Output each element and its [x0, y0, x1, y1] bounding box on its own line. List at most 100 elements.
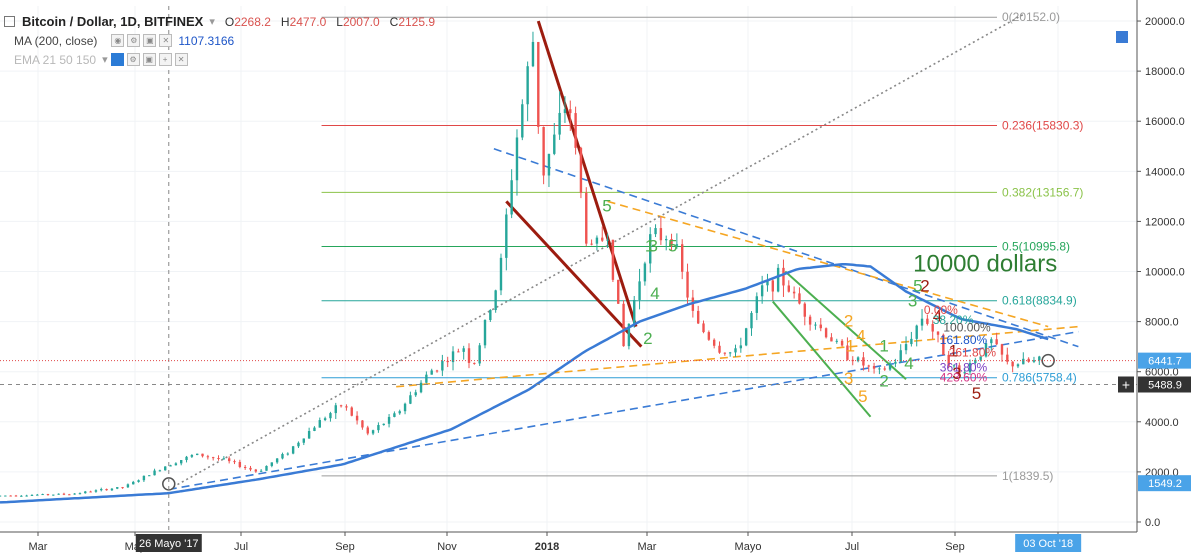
x-tick-label: Sep — [335, 541, 355, 553]
candle-body — [339, 405, 343, 407]
trend-line — [396, 325, 1079, 388]
candle-body — [222, 458, 226, 460]
candle-body — [899, 350, 902, 362]
elliott-wave-label: 5 — [913, 277, 922, 296]
candle-body — [872, 366, 876, 369]
chevron-down-icon[interactable]: ▾ — [209, 16, 215, 28]
candle-body — [990, 339, 993, 344]
source-icon[interactable]: ▣ — [142, 53, 156, 66]
source-icon[interactable]: ▣ — [143, 34, 157, 47]
candle-body — [329, 413, 332, 419]
candle-body — [1032, 360, 1036, 362]
candle-body — [52, 494, 55, 496]
candle-body — [158, 470, 162, 472]
candle-body — [611, 239, 615, 280]
eye-icon[interactable] — [110, 53, 124, 66]
candle-body — [217, 458, 220, 460]
candle-body — [606, 239, 609, 241]
fib-extension-label: 361.80% — [940, 361, 988, 375]
ohlc-close-value: 2125.9 — [398, 14, 436, 29]
candle-body — [105, 489, 108, 491]
candle-body — [862, 357, 865, 366]
collapse-icon[interactable] — [4, 16, 15, 27]
candle-body — [531, 41, 535, 67]
settings-icon[interactable]: ⚙ — [126, 53, 140, 66]
y-tick-label: 12000.0 — [1145, 216, 1185, 228]
eye-icon[interactable]: ◉ — [111, 34, 125, 47]
time-scale-badge — [1015, 534, 1082, 552]
price-scale-badge-label: 1549.2 — [1148, 478, 1182, 490]
chevron-down-icon[interactable]: ▾ — [102, 54, 108, 66]
marker-circle — [1041, 353, 1055, 368]
y-tick-label: 6000.0 — [1145, 367, 1179, 379]
candle-body — [180, 460, 183, 464]
candle-body — [510, 180, 513, 215]
candle-body — [1000, 344, 1004, 355]
elliott-wave-label: 5 — [602, 196, 611, 215]
fib-extension-label: 0.00% — [924, 303, 958, 317]
ma-indicator-name[interactable]: MA (200, close) — [14, 33, 98, 48]
candle-body — [563, 109, 567, 113]
elliott-wave-label: 5 — [972, 384, 981, 403]
candle-body — [259, 470, 263, 472]
fib-level-label: 0.382(13156.7) — [1002, 185, 1083, 199]
fib-extension-label: 100.00% — [943, 321, 991, 335]
candle-body — [808, 316, 812, 325]
candle-body — [169, 465, 172, 467]
candle-body — [819, 324, 822, 329]
candle-body — [446, 360, 449, 363]
elliott-wave-label: 5 — [858, 387, 867, 406]
candle-body — [712, 339, 716, 346]
ema-indicator-name[interactable]: EMA 21 50 150 — [14, 52, 97, 67]
candle-body — [30, 494, 34, 496]
grid-lines — [0, 6, 1137, 532]
candle-body — [979, 356, 982, 360]
candle-body — [291, 446, 295, 454]
y-tick-label: 14000.0 — [1145, 166, 1185, 178]
candle-body — [883, 368, 886, 370]
trend-line — [784, 270, 907, 380]
candle-body — [398, 411, 401, 414]
candle-body — [579, 147, 583, 193]
candle-body — [718, 345, 721, 353]
x-tick-label: Jul — [845, 541, 859, 553]
candle-body — [665, 238, 668, 241]
candle-body — [739, 345, 743, 349]
legend-ma-row: MA (200, close) ◉ ⚙ ▣ ✕ 1107.3166 — [4, 31, 435, 50]
candle-body — [766, 280, 769, 286]
symbol-title[interactable]: Bitcoin / Dollar, 1D, BITFINEX — [22, 14, 204, 29]
add-alert-button[interactable] — [1118, 376, 1134, 393]
candle-body — [830, 337, 833, 342]
scale-menu-icon[interactable] — [1116, 31, 1128, 43]
crosshair — [0, 6, 1137, 532]
candle-body — [782, 267, 785, 286]
candle-body — [995, 339, 998, 345]
candle-body — [371, 430, 375, 434]
candle-body — [675, 244, 679, 246]
candle-body — [696, 310, 700, 324]
candle-body — [121, 487, 124, 489]
candle-body — [4, 495, 7, 497]
candle-body — [211, 457, 215, 459]
candle-body — [553, 134, 556, 154]
add-icon[interactable]: + — [158, 53, 172, 66]
time-scale-badge-label: 03 Oct '18 — [1023, 538, 1073, 550]
candle-body — [1006, 354, 1009, 362]
candle-body — [952, 365, 956, 367]
elliott-wave-label: 4 — [904, 354, 913, 373]
elliott-wave-label: 1 — [645, 236, 654, 255]
elliott-wave-label: 3 — [952, 364, 961, 383]
candle-body — [126, 484, 130, 488]
elliott-wave-label: 3 — [844, 369, 853, 388]
candle-body — [542, 126, 545, 176]
close-icon[interactable]: ✕ — [159, 34, 173, 47]
price-scale-badge-label: 6441.7 — [1148, 356, 1182, 368]
candle-body — [643, 263, 647, 282]
y-tick-label: 8000.0 — [1145, 317, 1179, 329]
ohlc-low-label: L — [336, 14, 343, 29]
close-icon[interactable]: ✕ — [174, 53, 188, 66]
fib-level-label: 1(1839.5) — [1002, 469, 1053, 483]
candle-body — [681, 244, 684, 272]
settings-icon[interactable]: ⚙ — [127, 34, 141, 47]
